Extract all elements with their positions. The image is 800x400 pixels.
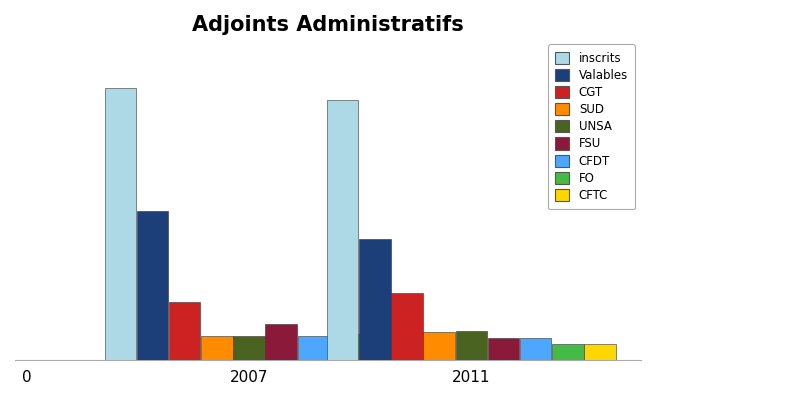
Bar [298, 336, 329, 360]
Bar [359, 239, 390, 360]
Bar [584, 344, 616, 360]
Bar [423, 332, 455, 360]
Bar [266, 324, 297, 360]
Bar [327, 100, 358, 360]
Bar [234, 336, 265, 360]
Legend: inscrits, Valables, CGT, SUD, UNSA, FSU, CFDT, FO, CFTC: inscrits, Valables, CGT, SUD, UNSA, FSU,… [548, 44, 635, 209]
Bar [488, 338, 519, 360]
Bar [137, 211, 168, 360]
Bar [105, 88, 136, 360]
Bar [169, 302, 201, 360]
Bar [552, 344, 584, 360]
Title: Adjoints Administratifs: Adjoints Administratifs [192, 15, 464, 35]
Bar [520, 338, 551, 360]
Bar [201, 336, 233, 360]
Bar [455, 331, 487, 360]
Bar [330, 334, 362, 360]
Bar [391, 293, 422, 360]
